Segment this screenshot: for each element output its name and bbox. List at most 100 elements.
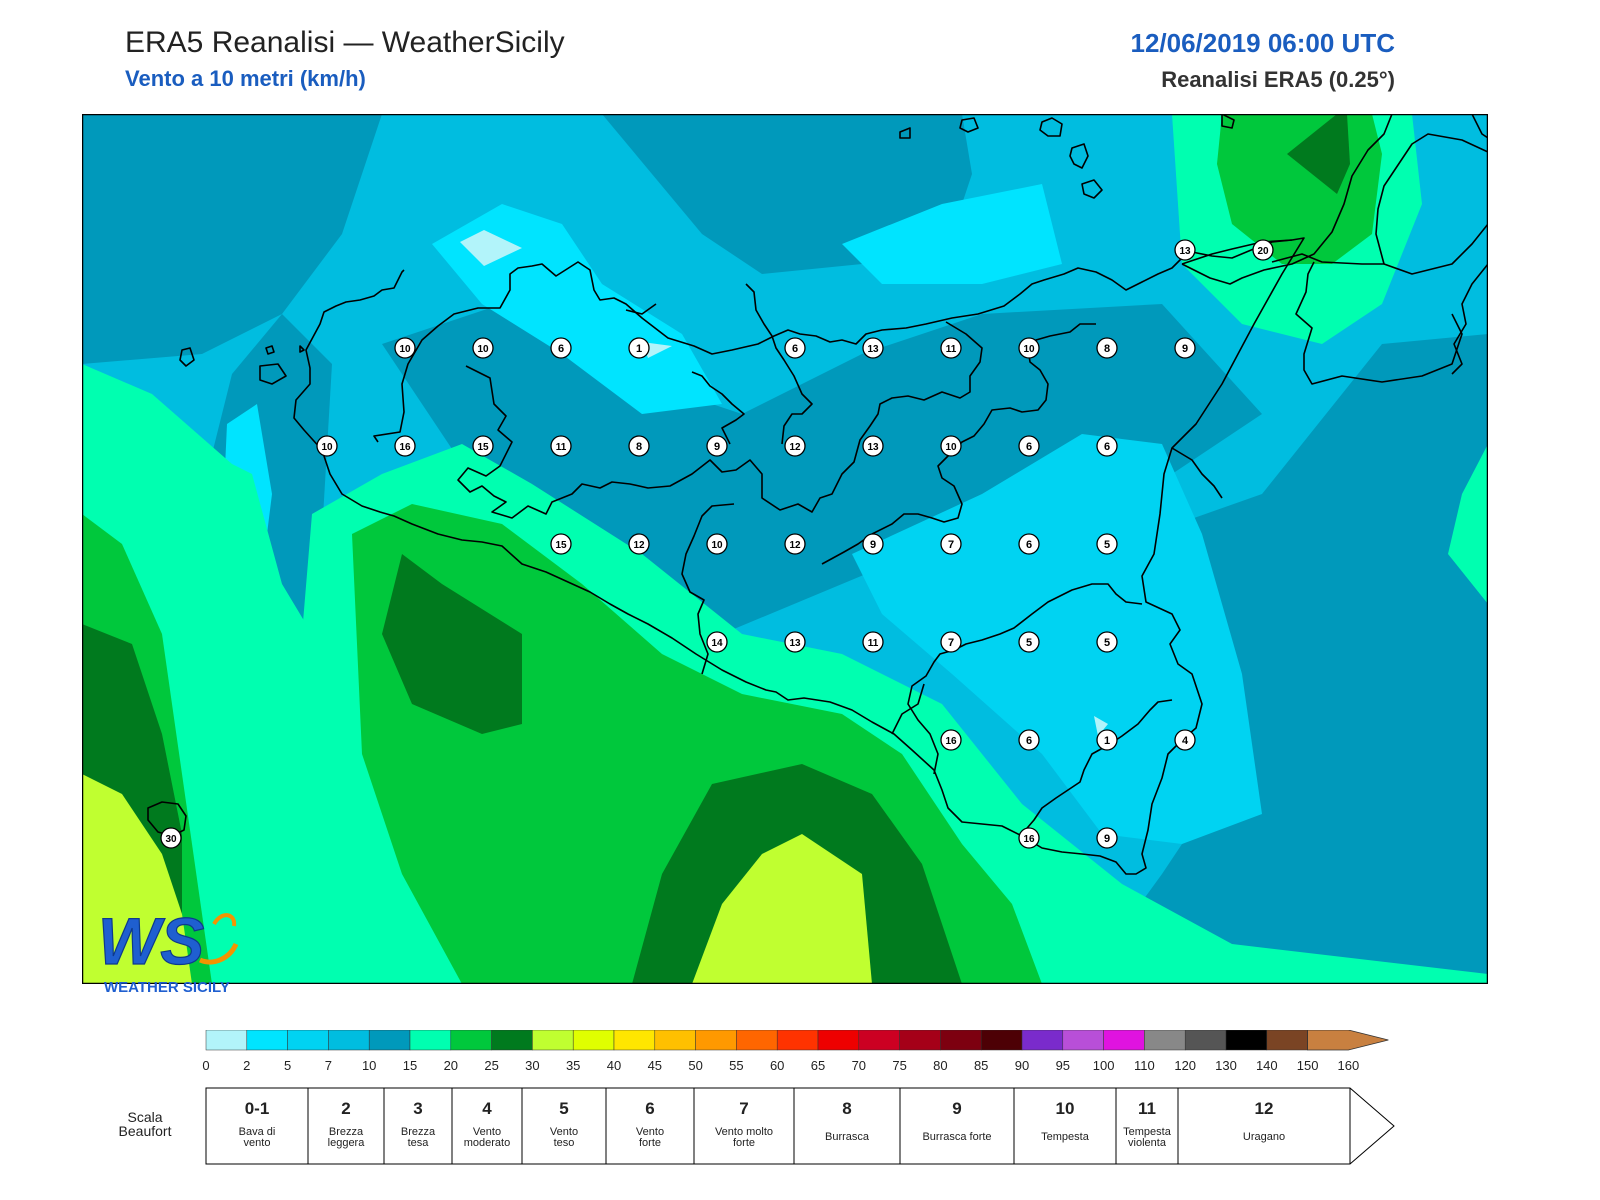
beaufort-number: 6 (645, 1099, 654, 1118)
grid-point: 13 (1174, 239, 1196, 261)
grid-point-value: 5 (1104, 539, 1110, 551)
grid-point-value: 5 (1104, 637, 1110, 649)
colorbar-cell (532, 1030, 574, 1051)
beaufort-number: 7 (739, 1099, 748, 1118)
grid-point: 9 (1096, 827, 1118, 849)
beaufort-description: Tempesta violenta (1123, 1126, 1172, 1149)
beaufort-number: 9 (952, 1099, 961, 1118)
beaufort-description: Vento molto forte (715, 1126, 773, 1149)
beaufort-number: 8 (842, 1099, 851, 1118)
grid-point-value: 6 (558, 343, 564, 355)
date-label: 12/06/2019 06:00 UTC (1130, 28, 1395, 58)
grid-point: 10 (316, 435, 338, 457)
colorbar-tick-label: 95 (1056, 1058, 1070, 1073)
grid-point: 11 (940, 337, 962, 359)
grid-point-value: 11 (868, 638, 879, 649)
grid-point: 10 (706, 533, 728, 555)
colorbar-cell (450, 1030, 492, 1051)
grid-point: 10 (394, 337, 416, 359)
grid-point-value: 10 (477, 344, 489, 355)
colorbar-cell (736, 1030, 778, 1051)
grid-point-marker (940, 337, 962, 359)
grid-point-value: 11 (946, 344, 957, 355)
grid-point-value: 1 (636, 343, 642, 355)
grid-point-marker (1096, 729, 1118, 751)
grid-point: 4 (1174, 729, 1196, 751)
beaufort-cell: 10 Tempesta (1013, 1087, 1117, 1165)
grid-point: 13 (784, 631, 806, 653)
colorbar-tick-label: 120 (1174, 1058, 1196, 1073)
colorbar-tick-label: 35 (566, 1058, 580, 1073)
beaufort-number: 11 (1138, 1099, 1156, 1118)
grid-point-marker (394, 337, 416, 359)
grid-point-marker (472, 337, 494, 359)
grid-point-marker (784, 337, 806, 359)
beaufort-description: Vento teso (550, 1126, 578, 1149)
colorbar-cell (1225, 1030, 1268, 1051)
grid-point-marker (1174, 337, 1196, 359)
grid-point-marker (1018, 827, 1040, 849)
map-frame (82, 114, 1488, 984)
grid-point-marker (550, 337, 572, 359)
field-zone-cyan (432, 204, 722, 414)
grid-point-value: 10 (945, 442, 957, 453)
beaufort-cell: 8 Burrasca (793, 1087, 901, 1165)
beaufort-number: 4 (482, 1099, 492, 1118)
grid-point: 16 (940, 729, 962, 751)
grid-point-value: 11 (556, 442, 567, 453)
grid-point: 30 (160, 827, 182, 849)
colorbar-tick-label: 70 (852, 1058, 866, 1073)
field-zone-teal (82, 114, 382, 364)
colorbar-cell (1266, 1030, 1308, 1051)
grid-point: 6 (1096, 435, 1118, 457)
field-zone-pale (460, 230, 522, 266)
grid-point-value: 10 (711, 540, 723, 551)
colorbar-ticks: 0 2 5 7 10 15 20 25 30 35 40 45 50 55 60 65 70 75 80 85 90 95… (202, 1058, 1359, 1073)
grid-point: 5 (1096, 631, 1118, 653)
grid-point: 6 (1018, 533, 1040, 555)
grid-point-marker (1096, 533, 1118, 555)
colorbar-cell (817, 1030, 860, 1051)
chart-subtitle: Vento a 10 metri (km/h) (125, 66, 366, 91)
colorbar-tick-label: 45 (648, 1058, 662, 1073)
grid-point-marker (1096, 435, 1118, 457)
colorbar-cell (246, 1030, 288, 1051)
beaufort-cell: 9 Burrasca forte (899, 1087, 1015, 1165)
colorbar-tick-label: 0 (202, 1058, 209, 1073)
colorbar-tick-label: 75 (892, 1058, 906, 1073)
colorbar-cell (328, 1030, 370, 1051)
colorbar-cell (899, 1030, 941, 1051)
grid-point-value: 16 (1023, 834, 1035, 845)
field-zone-teal (1082, 334, 1488, 984)
grid-point-value: 20 (1257, 246, 1269, 257)
grid-point-marker (862, 435, 884, 457)
grid-point: 8 (628, 435, 650, 457)
logo-text: WEATHER SICILY (104, 979, 230, 996)
colorbar-tick-label: 110 (1134, 1058, 1155, 1073)
grid-point: 10 (940, 435, 962, 457)
beaufort-description: Bava di vento (239, 1126, 276, 1149)
grid-point: 6 (1018, 729, 1040, 751)
grid-point-marker (862, 533, 884, 555)
field-zone-lime (82, 774, 192, 984)
grid-point-value: 6 (1026, 735, 1032, 747)
colorbar-cell (940, 1030, 982, 1051)
grid-point-marker (550, 533, 572, 555)
beaufort-description: Vento moderato (464, 1126, 510, 1149)
colorbar (205, 1030, 1389, 1051)
grid-point: 13 (862, 337, 884, 359)
grid-point-marker (316, 435, 338, 457)
beaufort-cell: 3 Brezza tesa (383, 1087, 453, 1165)
grid-point-value: 12 (633, 540, 645, 551)
beaufort-table: 0-1 Bava di vento 2 Brezza leggera 3 Brezza tesa… (205, 1087, 1395, 1165)
field-zone-aqua (1448, 444, 1488, 604)
grid-point-marker (1018, 533, 1040, 555)
grid-point-marker (1096, 337, 1118, 359)
colorbar-tick-label: 50 (688, 1058, 702, 1073)
beaufort-cell: 6 Vento forte (605, 1087, 695, 1165)
source-label: Reanalisi ERA5 (0.25°) (1161, 67, 1395, 92)
grid-point: 15 (550, 533, 572, 555)
colorbar-tick-label: 55 (729, 1058, 743, 1073)
colorbar-tick-label: 160 (1338, 1058, 1360, 1073)
